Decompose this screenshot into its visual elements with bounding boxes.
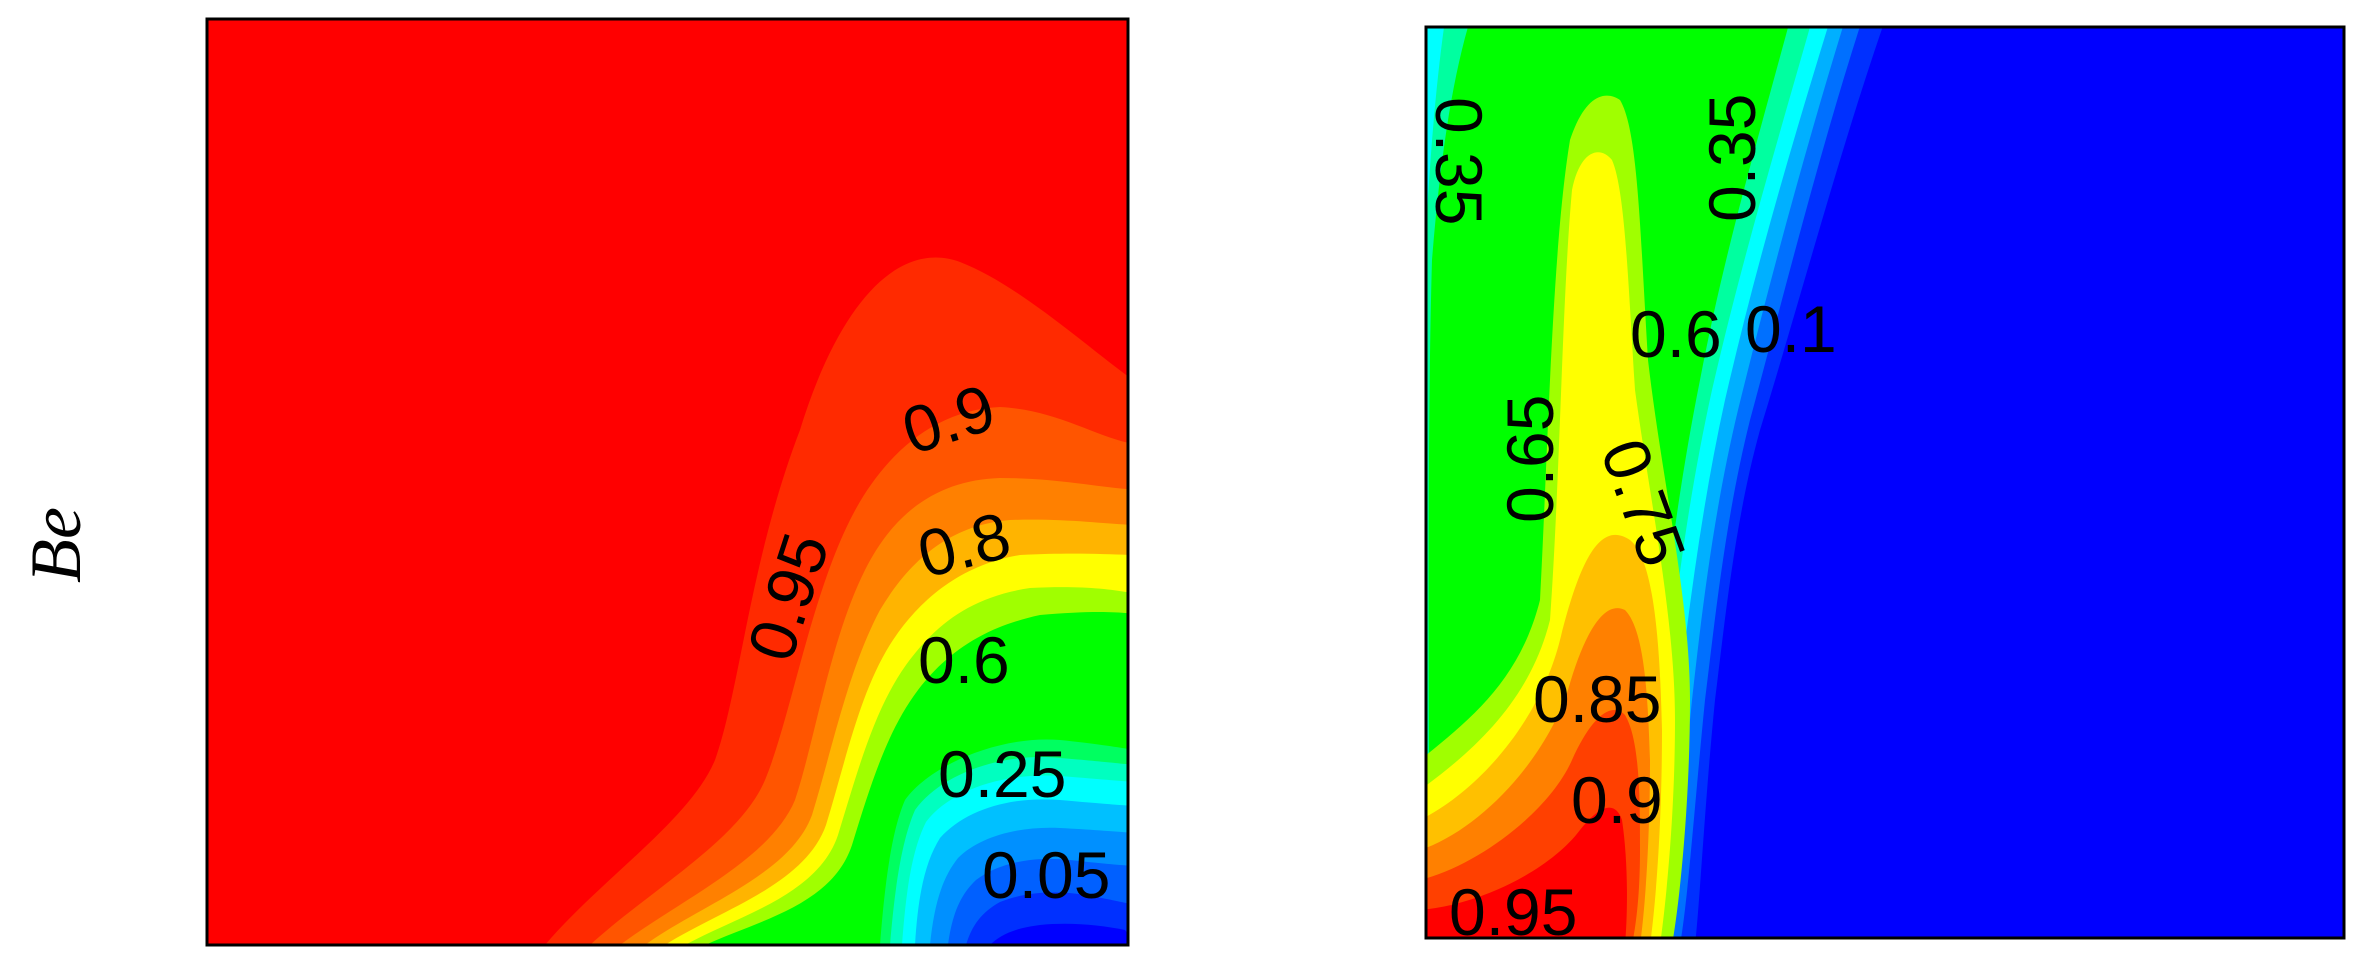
left-contour-label-025: 0.25 bbox=[938, 737, 1066, 811]
right-contour-label-035-right: 0.35 bbox=[1695, 94, 1769, 222]
left-plot-frame bbox=[205, 17, 1130, 947]
right-contour-label-065: 0.65 bbox=[1493, 395, 1567, 523]
right-plot-frame bbox=[1424, 25, 2346, 940]
right-contour-label-06: 0.6 bbox=[1630, 297, 1722, 371]
right-contour-plot bbox=[1426, 27, 2344, 938]
right-band-095 bbox=[1426, 807, 1627, 938]
right-contour-label-035-left: 0.35 bbox=[1422, 97, 1496, 225]
right-contour-label-09: 0.9 bbox=[1571, 763, 1663, 837]
left-contour-label-06: 0.6 bbox=[918, 623, 1010, 697]
right-contour-label-095: 0.95 bbox=[1449, 875, 1577, 949]
left-contour-label-005: 0.05 bbox=[982, 838, 1110, 912]
left-band-0 bbox=[990, 923, 1128, 945]
right-contour-label-085: 0.85 bbox=[1533, 662, 1661, 736]
left-contour-plot bbox=[207, 19, 1128, 945]
y-axis-label: Be bbox=[16, 507, 96, 583]
right-contour-label-01: 0.1 bbox=[1745, 292, 1837, 366]
right-band-edge-03 bbox=[1426, 27, 1445, 237]
